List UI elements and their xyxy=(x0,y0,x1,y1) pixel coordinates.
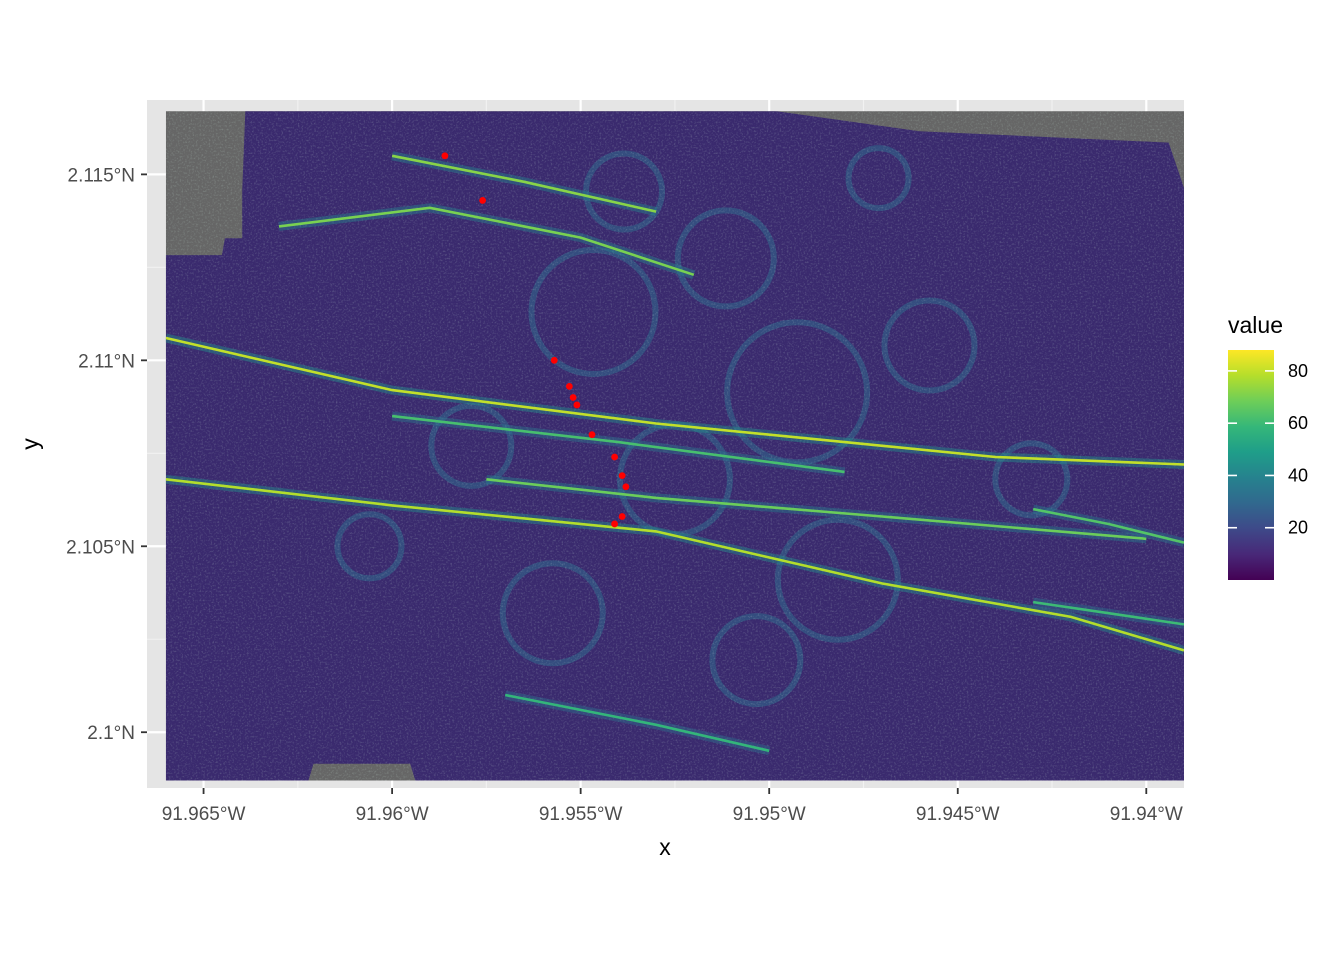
red-point xyxy=(622,483,630,491)
legend-colorbar xyxy=(1228,350,1274,580)
y-tick-label: 2.1°N xyxy=(87,723,135,744)
x-tick-label: 91.95°W xyxy=(733,804,806,825)
red-point-markers xyxy=(441,152,630,528)
ridge-lines xyxy=(165,151,1184,756)
y-tick-label: 2.11°N xyxy=(78,351,135,372)
red-point xyxy=(565,382,573,390)
x-tick-label: 91.96°W xyxy=(356,804,429,825)
ridge-line xyxy=(1032,507,1184,544)
raster-grain xyxy=(165,111,1184,781)
x-axis-title: x xyxy=(659,834,671,860)
y-tick-label: 2.115°N xyxy=(68,165,135,186)
x-axis: 91.965°W 91.96°W 91.955°W 91.95°W 91.945°W 91… xyxy=(162,788,1183,825)
red-point xyxy=(569,394,577,401)
ridge-line xyxy=(504,693,770,753)
y-tick-label: 2.105°N xyxy=(66,537,135,558)
red-point xyxy=(588,431,596,439)
x-tick-label: 91.965°W xyxy=(162,804,246,825)
red-point xyxy=(479,197,487,204)
ridge-line xyxy=(391,154,657,213)
red-point xyxy=(611,453,618,461)
ridge-line xyxy=(1033,600,1184,626)
x-tick-label: 91.945°W xyxy=(916,804,1000,825)
red-point xyxy=(550,356,558,364)
legend-tick-label: 80 xyxy=(1288,361,1308,381)
red-point xyxy=(573,401,581,409)
ridge-line xyxy=(165,478,1184,652)
legend-tick-label: 40 xyxy=(1288,465,1308,485)
legend-tick-label: 20 xyxy=(1288,518,1308,538)
x-tick-label: 91.94°W xyxy=(1110,804,1183,825)
y-axis-title: y xyxy=(17,438,43,450)
legend-title: value xyxy=(1228,312,1283,338)
ridge-line xyxy=(391,414,845,474)
legend-tick-label: 60 xyxy=(1288,413,1308,433)
red-point xyxy=(618,513,626,520)
legend-ticks: 20 40 60 80 xyxy=(1228,361,1308,538)
red-point xyxy=(611,520,618,528)
y-axis: 2.1°N 2.105°N 2.11°N 2.115°N xyxy=(66,165,147,744)
red-point xyxy=(441,152,449,160)
raster-layer xyxy=(165,111,1184,781)
x-tick-label: 91.955°W xyxy=(539,804,623,825)
red-point xyxy=(618,472,626,480)
color-legend: value 20 40 60 80 xyxy=(1228,312,1308,580)
ridge-line xyxy=(278,206,695,277)
ridge-line xyxy=(165,336,1184,466)
ridge-line xyxy=(486,478,1147,541)
